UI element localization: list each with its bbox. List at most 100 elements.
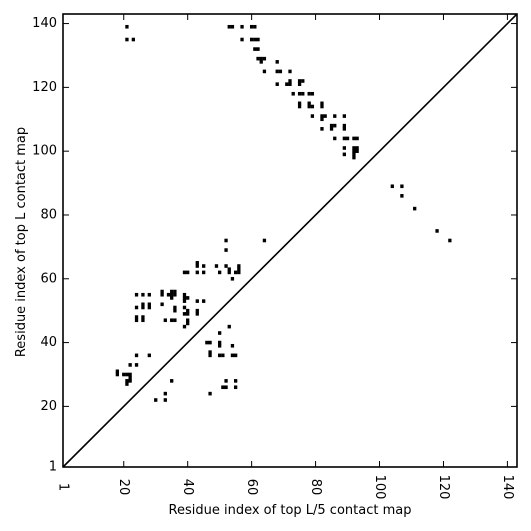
contact-point-lower — [230, 353, 235, 358]
contact-point-lower — [224, 264, 228, 268]
contact-point-lower — [134, 318, 139, 323]
contact-point-lower — [163, 391, 167, 396]
contact-point-lower — [259, 60, 263, 64]
x-tick-label: 100 — [372, 475, 387, 500]
contact-point-lower — [218, 353, 222, 358]
contact-point-lower — [186, 308, 190, 313]
contact-point-lower — [352, 146, 356, 150]
contact-point-lower — [195, 264, 199, 268]
y-tick-label: 40 — [40, 335, 57, 350]
x-tick-label: 80 — [308, 479, 323, 496]
contact-point-lower — [342, 114, 346, 118]
contact-point-lower — [218, 343, 222, 348]
contact-point-lower — [278, 69, 283, 74]
contact-point-lower — [221, 385, 225, 390]
x-tick-label: 1 — [56, 483, 71, 491]
contact-point-upper — [413, 206, 417, 211]
x-tick-label: 60 — [244, 479, 259, 496]
contact-point-lower — [291, 91, 295, 96]
contact-point-lower — [230, 343, 235, 348]
contact-point-lower — [259, 56, 263, 61]
contact-point-lower — [342, 123, 346, 128]
y-tick-label: 1 — [49, 460, 57, 475]
x-tick-label: 120 — [436, 475, 451, 500]
x-tick-label: 40 — [180, 479, 195, 496]
contact-point-lower — [218, 331, 222, 335]
contact-point-lower — [134, 315, 139, 319]
contact-point-lower — [134, 363, 139, 367]
contact-point-lower — [227, 24, 231, 29]
x-tick-label: 140 — [500, 475, 515, 500]
contact-point-lower — [275, 82, 279, 86]
contact-point-lower — [275, 60, 279, 64]
contact-point-lower — [173, 318, 177, 323]
contact-point-lower — [256, 37, 260, 42]
contact-point-lower — [333, 114, 337, 118]
contact-point-lower — [234, 270, 238, 275]
contact-point-lower — [195, 299, 199, 303]
contact-point-lower — [320, 104, 324, 109]
contact-point-lower — [301, 91, 305, 96]
contact-point-lower — [262, 69, 267, 74]
contact-point-lower — [202, 270, 206, 275]
contact-point-lower — [182, 296, 187, 300]
contact-point-lower — [352, 149, 356, 153]
contact-point-lower — [288, 69, 292, 74]
contact-point-lower — [234, 379, 238, 383]
contact-point-lower — [352, 152, 356, 157]
contact-point-lower — [227, 270, 231, 275]
contact-point-lower — [320, 117, 324, 122]
contact-point-lower — [115, 372, 119, 377]
contact-point-lower — [310, 104, 315, 109]
contact-point-lower — [186, 321, 190, 326]
contact-point-lower — [182, 305, 187, 310]
contact-point-lower — [170, 289, 174, 294]
contact-point-lower — [182, 312, 187, 316]
contact-point-lower — [237, 264, 241, 268]
contact-point-lower — [160, 289, 164, 294]
contact-point-lower — [275, 69, 279, 74]
contact-point-lower — [141, 305, 145, 310]
contact-point-lower — [154, 398, 158, 402]
contact-point-lower — [115, 369, 119, 374]
contact-point-lower — [310, 114, 315, 118]
contact-point-lower — [128, 375, 132, 380]
y-tick-label: 120 — [32, 80, 57, 95]
contact-point-lower — [141, 315, 145, 319]
contact-point-lower — [329, 123, 334, 128]
contact-point-lower — [342, 127, 346, 131]
contact-point-lower — [262, 238, 267, 243]
contact-point-lower — [237, 270, 241, 275]
contact-point-lower — [208, 350, 212, 354]
contact-point-lower — [182, 299, 187, 303]
contact-point-lower — [342, 152, 346, 157]
contact-point-lower — [320, 114, 324, 118]
contact-point-upper — [390, 184, 394, 189]
contact-point-lower — [147, 292, 151, 297]
contact-point-lower — [128, 363, 132, 367]
contact-point-lower — [134, 305, 139, 310]
contact-point-lower — [307, 104, 311, 109]
contact-point-lower — [131, 37, 135, 42]
contact-point-lower — [202, 299, 206, 303]
contact-point-lower — [205, 340, 209, 345]
contact-point-lower — [297, 101, 302, 106]
contact-point-lower — [352, 155, 356, 160]
contact-point-lower — [221, 353, 225, 358]
plot-frame — [62, 13, 518, 468]
contact-point-lower — [170, 318, 174, 323]
contact-point-lower — [256, 47, 260, 51]
contact-point-upper — [400, 194, 404, 198]
diagonal-line — [62, 13, 518, 468]
contact-point-lower — [253, 47, 257, 51]
contact-point-lower — [173, 308, 177, 313]
contact-point-lower — [166, 292, 171, 297]
contact-point-lower — [234, 385, 238, 390]
contact-point-lower — [202, 264, 206, 268]
contact-point-lower — [170, 292, 174, 297]
contact-point-lower — [333, 123, 337, 128]
contact-point-lower — [307, 101, 311, 106]
contact-point-lower — [253, 37, 257, 42]
